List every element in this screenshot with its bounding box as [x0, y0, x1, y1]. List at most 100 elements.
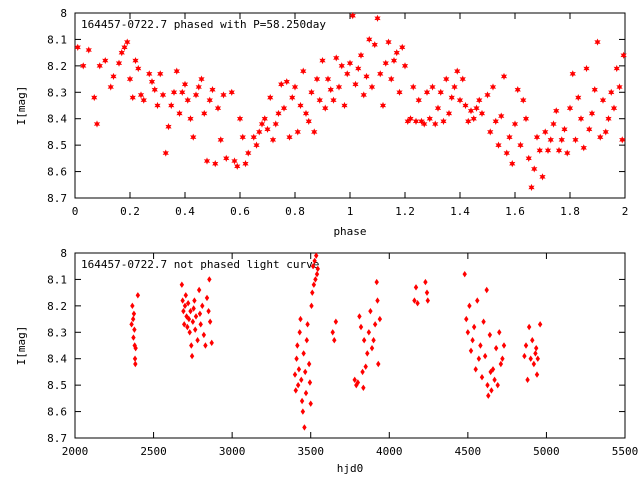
x-tick-label: 3500 — [297, 445, 324, 458]
data-point — [137, 91, 145, 99]
data-point — [206, 96, 213, 104]
y-tick-label: 8.6 — [47, 406, 67, 419]
data-point — [470, 115, 477, 123]
data-point — [203, 157, 211, 165]
data-point — [412, 297, 417, 304]
data-point — [187, 115, 194, 123]
data-point — [594, 38, 601, 46]
x-tick-label: 1.4 — [450, 205, 470, 218]
data-point — [332, 337, 337, 344]
x-tick-label: 3000 — [219, 445, 246, 458]
y-tick-label: 8.5 — [47, 139, 67, 152]
data-point — [302, 109, 310, 118]
data-point — [311, 128, 318, 136]
data-point — [201, 331, 207, 339]
data-point — [484, 91, 491, 99]
data-point — [525, 154, 532, 162]
data-point — [550, 120, 557, 128]
data-point — [492, 117, 499, 125]
data-point — [415, 96, 422, 104]
data-point — [258, 120, 266, 128]
data-point — [401, 62, 409, 70]
data-point — [303, 389, 309, 397]
data-point — [586, 125, 593, 133]
data-point — [124, 38, 131, 46]
data-point — [338, 62, 345, 70]
data-point — [535, 355, 540, 362]
data-point — [412, 117, 420, 125]
data-point — [613, 64, 620, 73]
data-point — [511, 120, 519, 128]
data-point — [517, 141, 524, 149]
data-point — [566, 104, 574, 112]
data-point — [577, 115, 585, 123]
data-point — [187, 329, 192, 336]
data-point — [558, 136, 565, 144]
data-point — [131, 310, 137, 317]
data-point — [478, 109, 486, 118]
data-point — [310, 263, 316, 270]
data-point — [493, 344, 499, 352]
data-point — [492, 376, 497, 384]
data-point — [297, 329, 302, 336]
data-point — [346, 59, 354, 67]
data-point — [297, 101, 304, 110]
chart-title: 164457-0722.7 not phased light curve — [81, 258, 319, 271]
data-point — [432, 120, 439, 128]
data-point — [190, 318, 196, 325]
data-point — [179, 281, 185, 288]
x-tick-label: 0.2 — [120, 205, 140, 218]
data-point — [410, 83, 417, 91]
data-point — [157, 70, 164, 78]
data-point — [514, 86, 521, 94]
data-point — [197, 310, 203, 317]
x-tick-label: 0 — [72, 205, 79, 218]
data-point — [308, 88, 315, 96]
data-point — [526, 323, 532, 331]
x-tick-label: 1.2 — [395, 205, 415, 218]
data-point — [118, 49, 125, 57]
y-tick-label: 8 — [60, 7, 67, 20]
data-point — [181, 307, 186, 315]
data-point — [426, 115, 433, 123]
data-point — [300, 408, 306, 415]
data-point — [467, 302, 472, 310]
data-point — [522, 352, 527, 360]
data-point — [572, 136, 579, 144]
data-point — [280, 104, 288, 112]
data-point — [365, 350, 370, 357]
data-point — [509, 160, 516, 168]
x-tick-label: 1.6 — [505, 205, 525, 218]
data-point — [341, 101, 348, 110]
data-point — [196, 286, 202, 294]
data-point — [377, 315, 383, 323]
data-point — [500, 72, 508, 81]
data-point — [396, 88, 403, 96]
data-point — [203, 342, 208, 349]
data-point — [434, 104, 442, 112]
data-point — [162, 149, 169, 157]
data-point — [96, 62, 103, 70]
data-point — [217, 136, 224, 144]
data-point — [580, 144, 587, 152]
data-point — [130, 302, 135, 310]
data-point — [462, 270, 467, 278]
data-point — [185, 300, 191, 307]
data-point — [555, 146, 563, 155]
data-point — [608, 88, 615, 96]
data-point — [204, 294, 210, 302]
data-point — [393, 49, 400, 57]
data-point — [295, 342, 300, 349]
data-point — [311, 281, 317, 288]
data-point — [173, 67, 180, 75]
data-point — [305, 117, 312, 125]
data-point — [294, 355, 299, 362]
data-point — [286, 133, 293, 141]
data-point — [575, 93, 582, 102]
data-point — [372, 321, 378, 328]
data-point — [330, 329, 335, 336]
data-point — [198, 321, 203, 328]
data-point — [182, 321, 187, 328]
data-point — [185, 323, 190, 331]
